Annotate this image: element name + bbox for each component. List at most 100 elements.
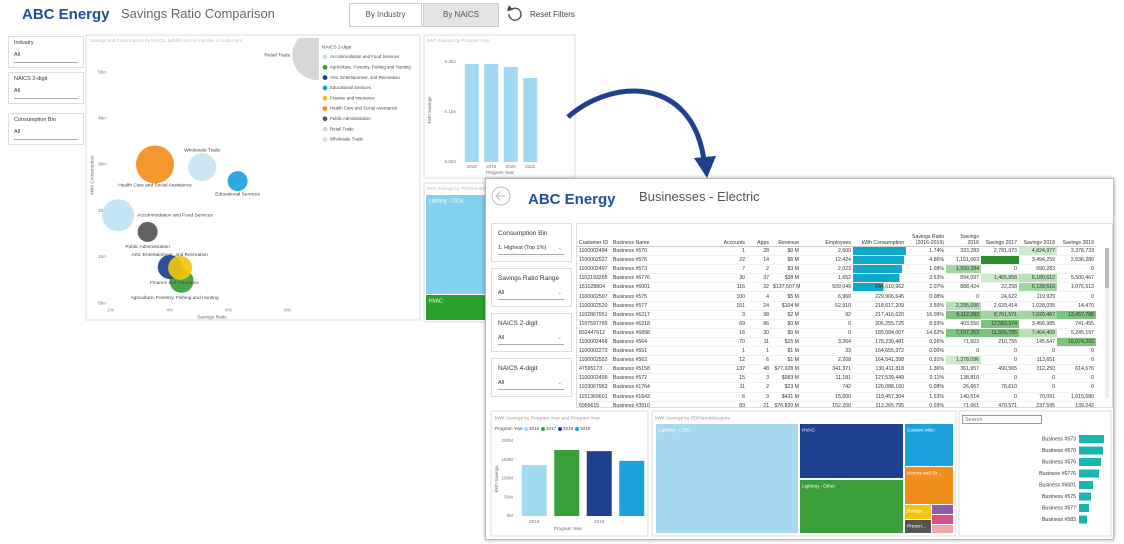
search-box[interactable]: Search	[962, 415, 1042, 424]
table-row[interactable]: 1100002273 Business #551 1 1 $1 M 33 164,655,3…	[577, 346, 1096, 357]
scroll-thumb[interactable]	[1105, 248, 1109, 288]
table-cell: $2 M	[771, 310, 801, 320]
table-cell: 333,283	[946, 246, 981, 257]
legend-label: Arts, Entertainment, and Recreation	[330, 75, 400, 80]
table-cell: Business #576	[611, 255, 691, 266]
y-tick-label: 2bn	[98, 208, 106, 214]
table-cell: 2,500	[801, 246, 853, 257]
table-cell: 6959615	[577, 401, 611, 407]
filter-dropdown[interactable]: 1. Highest (Top 1%) ⌄	[498, 242, 564, 255]
table-cell	[853, 246, 906, 257]
table-cell: Business #1764	[611, 382, 691, 393]
filter-dropdown[interactable]: All ⌄	[498, 377, 564, 390]
column-header: Accounts	[691, 224, 747, 247]
table-row[interactable]: 832447612 Business #6898 16 30 $0 M 0 185,084,…	[577, 328, 1096, 338]
table-cell: 0.08%	[906, 291, 946, 302]
reset-button[interactable]: Reset Filters	[530, 10, 575, 19]
table-cell: 0	[981, 373, 1019, 384]
filter-dropdown[interactable]: All ⌄	[498, 332, 564, 345]
table-cell: $0 M	[771, 246, 801, 257]
column-header: Customer ID	[577, 224, 611, 247]
y-tick-label: Business #575	[1042, 494, 1076, 500]
table-row[interactable]: 1100002484 Business #570 1 28 $0 M 2,500 1.74%…	[577, 246, 1096, 257]
table-row[interactable]: 1100002497 Business #573 7 2 $3 M 2,023 1.08% 1…	[577, 264, 1096, 275]
table-cell: 38	[747, 310, 771, 320]
filter-label: NAICS 2-digit	[14, 76, 48, 82]
reset-icon	[508, 7, 522, 21]
table-cell: 0	[1019, 382, 1057, 393]
table-cell: Business #6776	[611, 273, 691, 284]
legend-swatch	[558, 427, 562, 431]
tile-label: Custom Misc	[907, 427, 935, 433]
table-row[interactable]: 1102193265 Business #6776 30 37 $38 M 1,652 3.…	[577, 273, 1096, 284]
table-cell: 137	[691, 364, 747, 375]
table-cell: 3,378,733	[1057, 246, 1096, 257]
table-row[interactable]: 1100002520 Business #577 151 24 $104 M 52,910…	[577, 301, 1096, 311]
table-cell: 0	[1057, 382, 1096, 393]
table-row[interactable]: 1151369601 Business #1643 6 3 $431 M 15,000 11…	[577, 392, 1096, 402]
filter-value: 1. Highest (Top 1%)	[498, 245, 547, 251]
table-cell: 0.00%	[906, 346, 946, 357]
table-cell: 7,404,409	[1019, 328, 1057, 338]
filter-dropdown[interactable]: All ⌄	[498, 287, 564, 300]
bar	[1079, 481, 1093, 489]
table-cell: 1103067963	[577, 382, 611, 393]
table-cell: 2,781,073	[981, 246, 1019, 257]
table-row[interactable]: 1100002527 Business #576 22 14 $6 M 12,424 4.8…	[577, 255, 1096, 266]
y-tick-label: Business #583	[1042, 517, 1076, 523]
table-row[interactable]: 1100002552 Business #563 12 6 $1 M 2,208 164,5…	[577, 355, 1096, 366]
filter-value[interactable]: All	[14, 88, 78, 99]
column-header: kWh Consumption	[853, 224, 906, 247]
y-tick-label: 100M	[502, 476, 514, 481]
table-cell: 16,074,293	[1057, 337, 1096, 348]
legend-label: Agriculture, Forestry, Fishing and Hunti…	[330, 64, 411, 69]
table-row[interactable]: 1103067963 Business #1764 11 2 $23 M 742 126,0…	[577, 382, 1096, 393]
table-row[interactable]: 1100002468 Business #564 70 11 $15 M 3,264 178…	[577, 337, 1096, 348]
filter-value: All	[498, 335, 505, 341]
x-tick-label: 6%	[225, 307, 233, 313]
table-head: Customer ID Business Name Accounts Apps Reve…	[577, 224, 1096, 247]
table-cell: 1100002468	[577, 337, 611, 348]
table-cell: 7,107,363	[946, 328, 981, 338]
filter-value[interactable]: All	[14, 52, 78, 63]
table-row[interactable]: 1100002507 Business #575 100 4 $5 M 6,960 229,…	[577, 291, 1096, 302]
treemap-tile-small	[932, 525, 953, 533]
table-cell: $23 M	[771, 382, 801, 393]
table-cell: $0 M	[771, 328, 801, 338]
table-cell: 509,049	[801, 282, 853, 293]
table-cell: 15	[691, 373, 747, 384]
filter-label: Savings Ratio Range	[498, 275, 560, 282]
table-row[interactable]: 1102867951 Business #6217 3 38 $2 M 92 217,416…	[577, 310, 1096, 320]
table-cell: 894,097	[946, 273, 981, 284]
table-cell: 2,295,096	[946, 301, 981, 311]
filter-value[interactable]: All	[14, 129, 78, 140]
table-cell: 1.36%	[906, 364, 946, 375]
table-cell: Business #570	[611, 246, 691, 257]
table-row[interactable]: 151028804 Business #6001 116 32 $137,507 M 50…	[577, 282, 1096, 293]
table-cell: 0.11%	[906, 373, 946, 384]
table-row[interactable]: 1107597769 Business #6318 69 86 $0 M 0 206,255…	[577, 319, 1096, 329]
table-cell: 742	[801, 382, 853, 393]
tile-label: HVAC	[429, 298, 443, 304]
bar	[1079, 469, 1099, 478]
toggle-button[interactable]: By NAICS	[423, 3, 499, 27]
toggle-button[interactable]: By Industry	[349, 3, 422, 27]
table-cell: 0.08%	[906, 382, 946, 393]
table-cell: 832447612	[577, 328, 611, 338]
bar	[523, 78, 538, 162]
bar	[484, 64, 499, 162]
table-row[interactable]: 1100002499 Business #572 15 3 $983 M 11,181 12…	[577, 373, 1096, 384]
table-cell: $0 M	[771, 319, 801, 329]
table-cell: 52,910	[801, 301, 853, 311]
table-row[interactable]: 6959615 Business #3910 83 21 $76,820 M 152,20…	[577, 401, 1096, 407]
filter: NAICS 2-digit All ⌄	[491, 313, 572, 352]
legend-label: 2016	[529, 426, 540, 431]
chart-title: kWh Savings by PDParentMeasure	[427, 186, 499, 191]
table-cell: 237,595	[1019, 401, 1057, 407]
column-header: Employees	[801, 224, 853, 247]
table-cell: 140,514	[946, 392, 981, 402]
table-cell: 490,565	[981, 364, 1019, 375]
table-row[interactable]: 47595173 Business #5158 137 48 $77,928 M 341,…	[577, 364, 1096, 375]
filter: NAICS 4-digit All ⌄	[491, 358, 572, 397]
table-cell: 0	[801, 328, 853, 338]
